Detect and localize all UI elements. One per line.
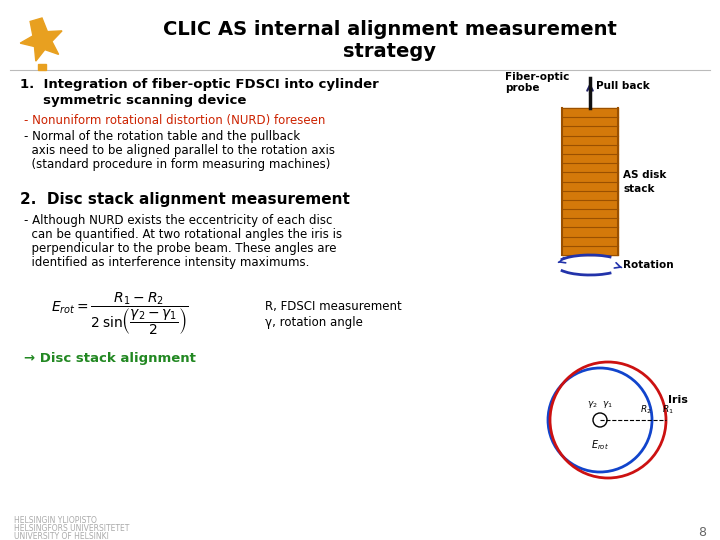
Bar xyxy=(38,64,46,70)
Text: 2.  Disc stack alignment measurement: 2. Disc stack alignment measurement xyxy=(20,192,350,207)
Text: Iris: Iris xyxy=(668,395,688,405)
Text: $\gamma_1$: $\gamma_1$ xyxy=(602,399,613,410)
Text: γ, rotation angle: γ, rotation angle xyxy=(265,316,363,329)
Text: can be quantified. At two rotational angles the iris is: can be quantified. At two rotational ang… xyxy=(24,228,342,241)
Text: identified as interference intensity maximums.: identified as interference intensity max… xyxy=(24,256,310,269)
Text: → Disc stack alignment: → Disc stack alignment xyxy=(24,352,196,365)
Bar xyxy=(562,108,618,255)
Text: Fiber-optic: Fiber-optic xyxy=(505,72,570,82)
Text: CLIC AS internal alignment measurement: CLIC AS internal alignment measurement xyxy=(163,20,617,39)
Text: R, FDSCI measurement: R, FDSCI measurement xyxy=(265,300,402,313)
Text: (standard procedure in form measuring machines): (standard procedure in form measuring ma… xyxy=(24,158,330,171)
Text: $E_{rot}$: $E_{rot}$ xyxy=(591,438,609,452)
Text: axis need to be aligned parallel to the rotation axis: axis need to be aligned parallel to the … xyxy=(24,144,335,157)
Text: perpendicular to the probe beam. These angles are: perpendicular to the probe beam. These a… xyxy=(24,242,336,255)
Text: Pull back: Pull back xyxy=(596,81,649,91)
Text: HELSINGIN YLIOPISTO: HELSINGIN YLIOPISTO xyxy=(14,516,97,525)
Text: UNIVERSITY OF HELSINKI: UNIVERSITY OF HELSINKI xyxy=(14,532,109,540)
Text: strategy: strategy xyxy=(343,42,436,61)
Text: $\gamma_2$: $\gamma_2$ xyxy=(588,399,598,410)
Text: AS disk: AS disk xyxy=(623,171,667,180)
Text: - Although NURD exists the eccentricity of each disc: - Although NURD exists the eccentricity … xyxy=(24,214,333,227)
Text: 8: 8 xyxy=(698,526,706,539)
Text: $R_1$: $R_1$ xyxy=(662,403,674,416)
Text: probe: probe xyxy=(505,83,539,93)
Text: - Nonuniform rotational distortion (NURD) foreseen: - Nonuniform rotational distortion (NURD… xyxy=(24,114,325,127)
Text: stack: stack xyxy=(623,185,654,194)
Text: symmetric scanning device: symmetric scanning device xyxy=(20,94,246,107)
Text: HELSINGFORS UNIVERSITETET: HELSINGFORS UNIVERSITETET xyxy=(14,524,130,533)
Polygon shape xyxy=(20,18,62,61)
Text: $E_{rot} = \dfrac{R_1 - R_2}{2\,\sin\!\left(\dfrac{\gamma_2 - \gamma_1}{2}\right: $E_{rot} = \dfrac{R_1 - R_2}{2\,\sin\!\l… xyxy=(51,290,189,337)
Text: - Normal of the rotation table and the pullback: - Normal of the rotation table and the p… xyxy=(24,130,300,143)
Text: 1.  Integration of fiber-optic FDSCI into cylinder: 1. Integration of fiber-optic FDSCI into… xyxy=(20,78,379,91)
Text: $R_2$: $R_2$ xyxy=(640,403,652,416)
Text: Rotation: Rotation xyxy=(623,260,674,270)
